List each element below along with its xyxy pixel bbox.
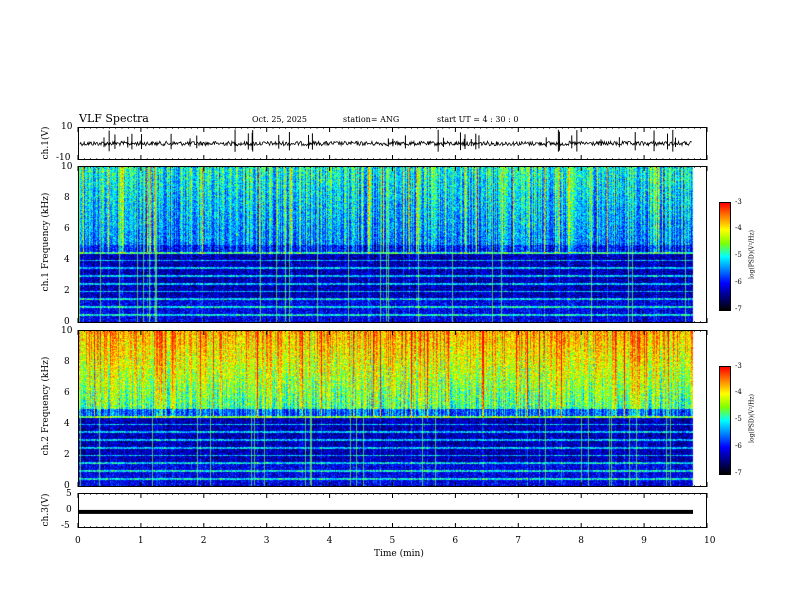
ch1-colorbar <box>719 202 731 311</box>
ch2-cbar-tick-7: -7 <box>735 469 742 477</box>
ch1-cbar-tick-7: -7 <box>735 305 742 313</box>
x-tick-label: 7 <box>515 536 522 546</box>
ch2-freq-ytick-8: 8 <box>64 357 70 367</box>
ch1-ytick-bottom: -10 <box>56 153 71 163</box>
x-tick-label: 9 <box>641 536 647 546</box>
station-label: station= ANG <box>343 115 400 124</box>
ch2-colorbar <box>719 366 731 475</box>
ch2-spectrogram-panel <box>78 330 707 487</box>
x-tick-label: 4 <box>326 536 333 546</box>
ch2-spectrogram-image <box>79 331 706 486</box>
x-tick-label: 6 <box>452 536 459 546</box>
ch1-cbar-tick-6: -6 <box>735 278 742 286</box>
ch1-cbar-tick-5: -5 <box>735 251 742 259</box>
start-time-label: start UT = 4 : 30 : 0 <box>437 115 519 124</box>
x-tick-label: 1 <box>137 536 144 546</box>
ch1-freq-ytick-0: 0 <box>64 317 70 327</box>
ch1-cbar-tick-4: -4 <box>735 224 742 232</box>
ch3-trace-line <box>79 509 693 514</box>
ch2-cbar-tick-5: -5 <box>735 415 742 423</box>
ch3-ytick-neg5: -5 <box>61 521 70 531</box>
ch1-ytick-top: 10 <box>61 122 73 132</box>
ch1-freq-ytick-10: 10 <box>61 162 73 172</box>
ch2-freq-ytick-4: 4 <box>64 419 70 429</box>
ch2-freq-ytick-10: 10 <box>61 326 73 336</box>
ch1-spectrogram-image <box>79 167 706 322</box>
date-label: Oct. 25, 2025 <box>252 115 307 124</box>
ch1-spectrogram-panel <box>78 166 707 323</box>
x-tick-label: 2 <box>200 536 207 546</box>
x-tick-label: 10 <box>704 536 716 546</box>
x-tick-label: 5 <box>389 536 396 546</box>
ch2-freq-ytick-2: 2 <box>64 450 70 460</box>
x-axis-label: Time (min) <box>374 549 424 559</box>
ch2-cbar-tick-6: -6 <box>735 442 742 450</box>
ch2-freq-ytick-6: 6 <box>64 388 70 398</box>
figure-title: VLF Spectra <box>79 112 149 125</box>
x-tick-label: 0 <box>75 536 81 546</box>
ch2-cbar-tick-4: -4 <box>735 388 742 396</box>
ch3-ytick-0: 0 <box>66 505 72 515</box>
ch1-freq-ytick-4: 4 <box>64 255 70 265</box>
ch2-freq-ytick-0: 0 <box>64 481 70 491</box>
ch3-ytick-5: 5 <box>66 489 72 499</box>
ch2-cbar-tick-3: -3 <box>735 362 742 370</box>
ch1-freq-ytick-8: 8 <box>64 193 70 203</box>
ch1-waveform-trace <box>79 139 692 148</box>
x-tick-label: 3 <box>263 536 270 546</box>
ch1-freq-ytick-6: 6 <box>64 224 70 234</box>
ch1-freq-ytick-2: 2 <box>64 286 70 296</box>
x-tick-label: 8 <box>578 536 584 546</box>
ch1-cbar-tick-3: -3 <box>735 198 742 206</box>
